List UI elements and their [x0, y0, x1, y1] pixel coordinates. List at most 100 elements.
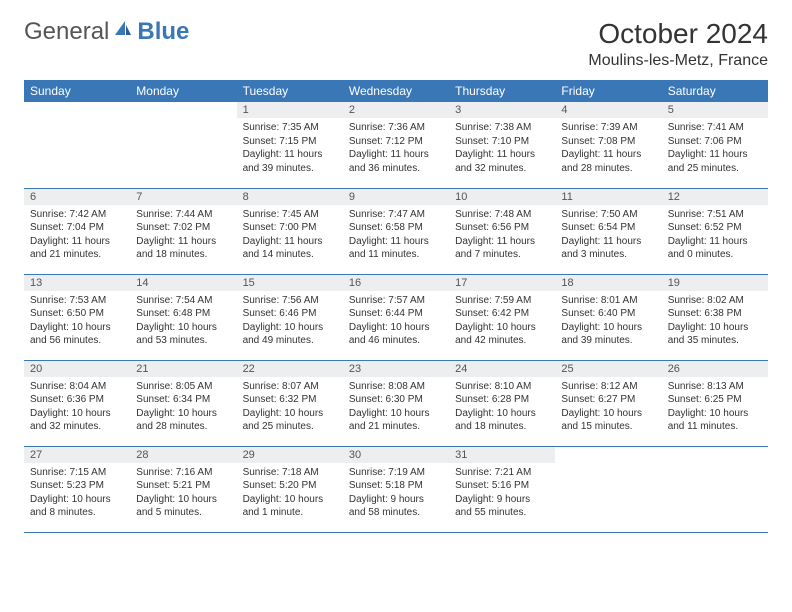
day-details: Sunrise: 7:57 AMSunset: 6:44 PMDaylight:…	[343, 291, 449, 354]
title-block: October 2024 Moulins-les-Metz, France	[588, 18, 768, 70]
day-details: Sunrise: 7:50 AMSunset: 6:54 PMDaylight:…	[555, 205, 661, 268]
daylight-text: Daylight: 10 hours and 35 minutes.	[668, 321, 762, 348]
calendar-cell: 1Sunrise: 7:35 AMSunset: 7:15 PMDaylight…	[237, 102, 343, 188]
calendar-cell: 20Sunrise: 8:04 AMSunset: 6:36 PMDayligh…	[24, 360, 130, 446]
daylight-text: Daylight: 10 hours and 25 minutes.	[243, 407, 337, 434]
daylight-text: Daylight: 10 hours and 53 minutes.	[136, 321, 230, 348]
daylight-text: Daylight: 11 hours and 18 minutes.	[136, 235, 230, 262]
sunset-text: Sunset: 5:21 PM	[136, 479, 230, 493]
sunrise-text: Sunrise: 7:57 AM	[349, 294, 443, 308]
day-number: 24	[449, 361, 555, 377]
weekday-header: Saturday	[662, 80, 768, 102]
sunrise-text: Sunrise: 8:13 AM	[668, 380, 762, 394]
day-details: Sunrise: 7:45 AMSunset: 7:00 PMDaylight:…	[237, 205, 343, 268]
sunset-text: Sunset: 6:58 PM	[349, 221, 443, 235]
sunrise-text: Sunrise: 7:35 AM	[243, 121, 337, 135]
day-details: Sunrise: 7:51 AMSunset: 6:52 PMDaylight:…	[662, 205, 768, 268]
daylight-text: Daylight: 10 hours and 42 minutes.	[455, 321, 549, 348]
day-details: Sunrise: 7:56 AMSunset: 6:46 PMDaylight:…	[237, 291, 343, 354]
location-label: Moulins-les-Metz, France	[588, 52, 768, 70]
brand-part1: General	[24, 18, 109, 46]
calendar-cell	[555, 446, 661, 532]
day-details: Sunrise: 7:44 AMSunset: 7:02 PMDaylight:…	[130, 205, 236, 268]
calendar-table: Sunday Monday Tuesday Wednesday Thursday…	[24, 80, 768, 533]
day-number: 28	[130, 447, 236, 463]
day-details: Sunrise: 7:16 AMSunset: 5:21 PMDaylight:…	[130, 463, 236, 526]
day-number: 21	[130, 361, 236, 377]
sunrise-text: Sunrise: 8:01 AM	[561, 294, 655, 308]
daylight-text: Daylight: 10 hours and 11 minutes.	[668, 407, 762, 434]
day-details: Sunrise: 8:12 AMSunset: 6:27 PMDaylight:…	[555, 377, 661, 440]
sunrise-text: Sunrise: 8:07 AM	[243, 380, 337, 394]
sunset-text: Sunset: 7:15 PM	[243, 135, 337, 149]
sunrise-text: Sunrise: 7:53 AM	[30, 294, 124, 308]
sunrise-text: Sunrise: 7:16 AM	[136, 466, 230, 480]
day-number: 6	[24, 189, 130, 205]
sunrise-text: Sunrise: 7:42 AM	[30, 208, 124, 222]
calendar-cell: 11Sunrise: 7:50 AMSunset: 6:54 PMDayligh…	[555, 188, 661, 274]
day-number: 30	[343, 447, 449, 463]
day-details: Sunrise: 7:19 AMSunset: 5:18 PMDaylight:…	[343, 463, 449, 526]
sunrise-text: Sunrise: 7:39 AM	[561, 121, 655, 135]
sunrise-text: Sunrise: 7:51 AM	[668, 208, 762, 222]
month-title: October 2024	[588, 18, 768, 50]
sunset-text: Sunset: 5:18 PM	[349, 479, 443, 493]
page-header: General Blue October 2024 Moulins-les-Me…	[24, 18, 768, 70]
calendar-cell: 31Sunrise: 7:21 AMSunset: 5:16 PMDayligh…	[449, 446, 555, 532]
sunset-text: Sunset: 6:44 PM	[349, 307, 443, 321]
calendar-row: 27Sunrise: 7:15 AMSunset: 5:23 PMDayligh…	[24, 446, 768, 532]
calendar-cell: 26Sunrise: 8:13 AMSunset: 6:25 PMDayligh…	[662, 360, 768, 446]
sunrise-text: Sunrise: 7:45 AM	[243, 208, 337, 222]
calendar-cell: 15Sunrise: 7:56 AMSunset: 6:46 PMDayligh…	[237, 274, 343, 360]
calendar-page: General Blue October 2024 Moulins-les-Me…	[0, 0, 792, 612]
daylight-text: Daylight: 10 hours and 49 minutes.	[243, 321, 337, 348]
day-details: Sunrise: 8:10 AMSunset: 6:28 PMDaylight:…	[449, 377, 555, 440]
daylight-text: Daylight: 9 hours and 58 minutes.	[349, 493, 443, 520]
calendar-cell: 10Sunrise: 7:48 AMSunset: 6:56 PMDayligh…	[449, 188, 555, 274]
daylight-text: Daylight: 11 hours and 11 minutes.	[349, 235, 443, 262]
daylight-text: Daylight: 10 hours and 39 minutes.	[561, 321, 655, 348]
daylight-text: Daylight: 10 hours and 28 minutes.	[136, 407, 230, 434]
calendar-cell	[130, 102, 236, 188]
sunrise-text: Sunrise: 8:04 AM	[30, 380, 124, 394]
calendar-cell: 3Sunrise: 7:38 AMSunset: 7:10 PMDaylight…	[449, 102, 555, 188]
weekday-header: Monday	[130, 80, 236, 102]
daylight-text: Daylight: 10 hours and 8 minutes.	[30, 493, 124, 520]
sunrise-text: Sunrise: 7:19 AM	[349, 466, 443, 480]
sunrise-text: Sunrise: 7:41 AM	[668, 121, 762, 135]
day-number: 14	[130, 275, 236, 291]
sunset-text: Sunset: 6:52 PM	[668, 221, 762, 235]
sunset-text: Sunset: 6:34 PM	[136, 393, 230, 407]
sunrise-text: Sunrise: 7:56 AM	[243, 294, 337, 308]
calendar-cell: 4Sunrise: 7:39 AMSunset: 7:08 PMDaylight…	[555, 102, 661, 188]
day-number: 23	[343, 361, 449, 377]
day-details: Sunrise: 7:39 AMSunset: 7:08 PMDaylight:…	[555, 118, 661, 181]
day-details: Sunrise: 7:54 AMSunset: 6:48 PMDaylight:…	[130, 291, 236, 354]
calendar-cell: 22Sunrise: 8:07 AMSunset: 6:32 PMDayligh…	[237, 360, 343, 446]
weekday-header: Wednesday	[343, 80, 449, 102]
daylight-text: Daylight: 11 hours and 14 minutes.	[243, 235, 337, 262]
day-number: 1	[237, 102, 343, 118]
daylight-text: Daylight: 10 hours and 5 minutes.	[136, 493, 230, 520]
daylight-text: Daylight: 11 hours and 25 minutes.	[668, 148, 762, 175]
calendar-cell: 6Sunrise: 7:42 AMSunset: 7:04 PMDaylight…	[24, 188, 130, 274]
sunrise-text: Sunrise: 8:12 AM	[561, 380, 655, 394]
calendar-cell: 12Sunrise: 7:51 AMSunset: 6:52 PMDayligh…	[662, 188, 768, 274]
weekday-header: Friday	[555, 80, 661, 102]
sunrise-text: Sunrise: 8:02 AM	[668, 294, 762, 308]
calendar-cell: 27Sunrise: 7:15 AMSunset: 5:23 PMDayligh…	[24, 446, 130, 532]
daylight-text: Daylight: 11 hours and 3 minutes.	[561, 235, 655, 262]
day-number: 9	[343, 189, 449, 205]
sunrise-text: Sunrise: 7:47 AM	[349, 208, 443, 222]
sunset-text: Sunset: 6:56 PM	[455, 221, 549, 235]
calendar-cell: 16Sunrise: 7:57 AMSunset: 6:44 PMDayligh…	[343, 274, 449, 360]
calendar-cell: 17Sunrise: 7:59 AMSunset: 6:42 PMDayligh…	[449, 274, 555, 360]
sunset-text: Sunset: 6:54 PM	[561, 221, 655, 235]
sunset-text: Sunset: 5:23 PM	[30, 479, 124, 493]
weekday-header: Sunday	[24, 80, 130, 102]
sunset-text: Sunset: 6:25 PM	[668, 393, 762, 407]
day-details: Sunrise: 7:47 AMSunset: 6:58 PMDaylight:…	[343, 205, 449, 268]
daylight-text: Daylight: 10 hours and 46 minutes.	[349, 321, 443, 348]
day-details: Sunrise: 7:53 AMSunset: 6:50 PMDaylight:…	[24, 291, 130, 354]
day-number: 31	[449, 447, 555, 463]
